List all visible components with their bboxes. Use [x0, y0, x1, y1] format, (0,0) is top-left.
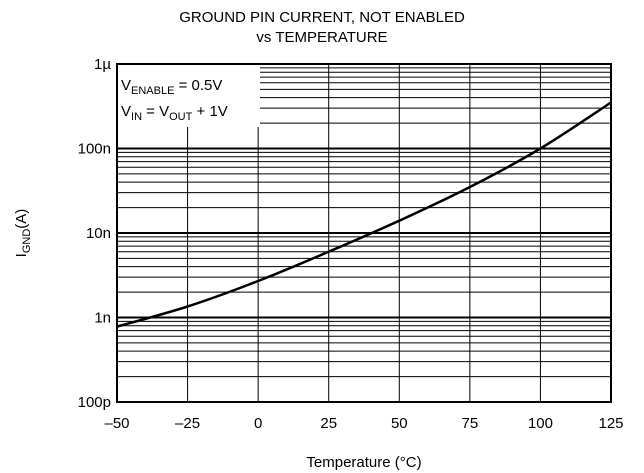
x-tick-label: 125: [598, 415, 623, 432]
x-tick-label: 100: [528, 415, 553, 432]
annotation-background: [118, 65, 260, 127]
y-axis-label: IGND(A): [13, 209, 33, 258]
series-layer: [116, 101, 612, 328]
x-tick-label: –25: [175, 415, 200, 432]
y-tick-label: 1n: [94, 310, 111, 327]
chart-title: GROUND PIN CURRENT, NOT ENABLED vs TEMPE…: [0, 8, 644, 48]
x-tick-label: –50: [104, 415, 129, 432]
y-tick-label: 100n: [78, 141, 111, 158]
grid: [117, 64, 611, 402]
annotation-line-enable: VENABLE = 0.5V: [121, 77, 222, 97]
y-tick-label: 10n: [86, 225, 111, 242]
chart-title-line2: vs TEMPERATURE: [256, 29, 388, 46]
chart-title-line1: GROUND PIN CURRENT, NOT ENABLED: [179, 9, 465, 26]
tick-labels: –50 –25 0 25 50 75 100 125 100p 1n 10n 100n 1µ: [78, 56, 624, 432]
annotation-box: VENABLE = 0.5V VIN = VOUT + 1V: [118, 65, 260, 127]
x-tick-label: 25: [320, 415, 337, 432]
x-axis-label: Temperature (°C): [306, 454, 421, 471]
y-tick-label: 100p: [78, 394, 111, 411]
annotation-line-vin: VIN = VOUT + 1V: [121, 103, 228, 123]
series-line: [116, 101, 612, 328]
x-tick-label: 0: [254, 415, 262, 432]
x-tick-label: 50: [391, 415, 408, 432]
y-tick-label: 1µ: [94, 56, 111, 73]
plot-frame: [116, 63, 612, 403]
x-tick-label: 75: [462, 415, 479, 432]
